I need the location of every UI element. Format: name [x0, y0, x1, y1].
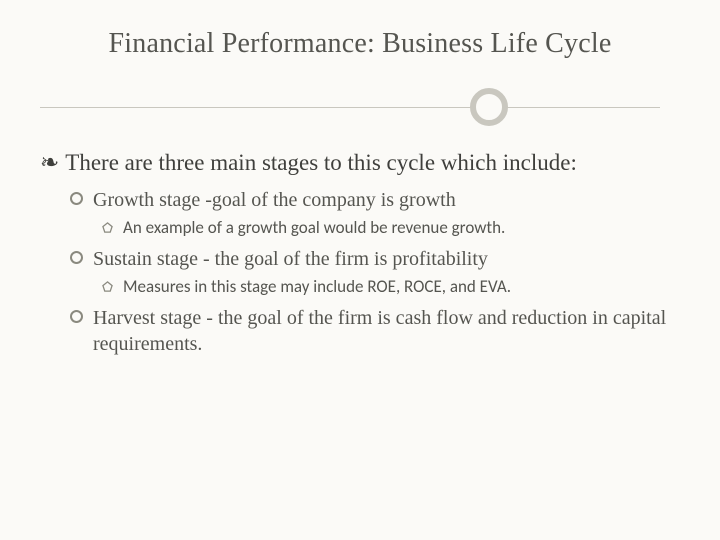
bullet-level1: ❧ There are three main stages to this cy…	[40, 148, 680, 177]
hollow-circle-icon	[70, 251, 83, 264]
bullet-level2-text: Sustain stage - the goal of the firm is …	[93, 246, 488, 272]
divider-line	[40, 107, 660, 108]
bullet-level2-text: Growth stage -goal of the company is gro…	[93, 187, 456, 213]
divider-ring-icon	[470, 88, 508, 126]
bullet-level3: Measures in this stage may include ROE, …	[102, 276, 680, 299]
pentagon-icon	[102, 281, 113, 292]
bullet-level2-text: Harvest stage - the goal of the firm is …	[93, 305, 680, 357]
slide-body: ❧ There are three main stages to this cy…	[40, 148, 680, 357]
hollow-circle-icon	[70, 192, 83, 205]
hollow-circle-icon	[70, 310, 83, 323]
bullet-level3: An example of a growth goal would be rev…	[102, 217, 680, 240]
bullet-level1-text: There are three main stages to this cycl…	[65, 148, 577, 177]
title-divider	[40, 88, 680, 126]
bullet-level3-text: Measures in this stage may include ROE, …	[123, 276, 511, 299]
bullet-level3-text: An example of a growth goal would be rev…	[123, 217, 505, 240]
pentagon-icon	[102, 222, 113, 233]
slide: Financial Performance: Business Life Cyc…	[0, 0, 720, 540]
bullet-level2: Growth stage -goal of the company is gro…	[70, 187, 680, 213]
bullet-level2: Sustain stage - the goal of the firm is …	[70, 246, 680, 272]
slide-title: Financial Performance: Business Life Cyc…	[40, 28, 680, 60]
bullet-level2: Harvest stage - the goal of the firm is …	[70, 305, 680, 357]
fleuron-icon: ❧	[40, 148, 59, 177]
